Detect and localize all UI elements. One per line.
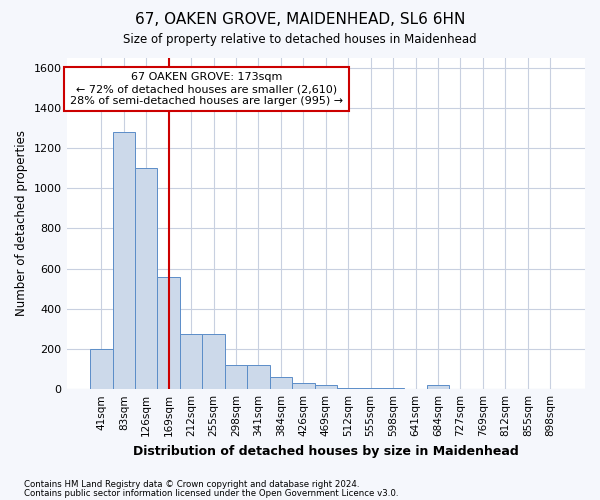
Bar [180, 334, 202, 389]
Bar [359, 388, 382, 389]
Text: 67 OAKEN GROVE: 173sqm
← 72% of detached houses are smaller (2,610)
28% of semi-: 67 OAKEN GROVE: 173sqm ← 72% of detached… [70, 72, 343, 106]
Bar [427, 385, 449, 389]
Bar [449, 388, 472, 389]
Bar [247, 365, 269, 389]
Bar [382, 388, 404, 389]
Bar [269, 377, 292, 389]
Bar [225, 365, 247, 389]
Bar [90, 349, 113, 389]
Bar [337, 388, 359, 389]
Bar [404, 388, 427, 389]
Bar [517, 388, 539, 389]
Text: Size of property relative to detached houses in Maidenhead: Size of property relative to detached ho… [123, 32, 477, 46]
Bar [494, 388, 517, 389]
Bar [135, 168, 157, 389]
Bar [113, 132, 135, 389]
Text: 67, OAKEN GROVE, MAIDENHEAD, SL6 6HN: 67, OAKEN GROVE, MAIDENHEAD, SL6 6HN [135, 12, 465, 28]
Bar [292, 383, 314, 389]
Bar [157, 276, 180, 389]
Bar [202, 334, 225, 389]
Bar [472, 388, 494, 389]
X-axis label: Distribution of detached houses by size in Maidenhead: Distribution of detached houses by size … [133, 444, 518, 458]
Text: Contains HM Land Registry data © Crown copyright and database right 2024.: Contains HM Land Registry data © Crown c… [24, 480, 359, 489]
Text: Contains public sector information licensed under the Open Government Licence v3: Contains public sector information licen… [24, 488, 398, 498]
Bar [314, 385, 337, 389]
Bar [539, 388, 562, 389]
Y-axis label: Number of detached properties: Number of detached properties [15, 130, 28, 316]
